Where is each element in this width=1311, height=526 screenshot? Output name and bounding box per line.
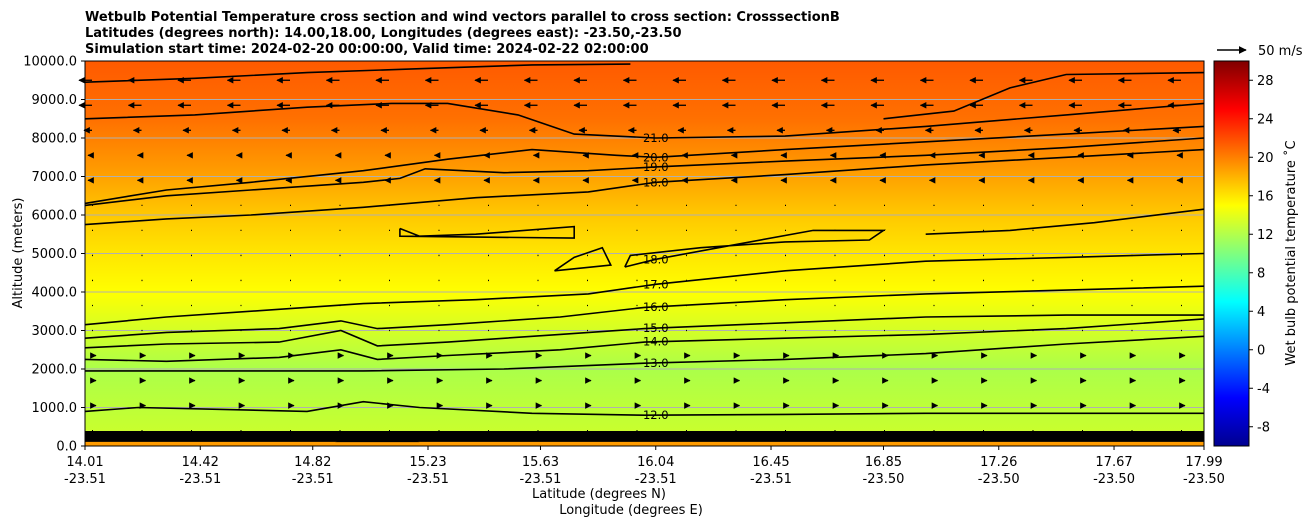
y-tick-label: 2000.0 (32, 363, 78, 378)
contour-line (84, 318, 1205, 363)
contour-label: 17.0 (643, 277, 669, 291)
y-tick-label: 10000.0 (23, 55, 77, 70)
colorbar-tick-label: 24 (1257, 112, 1274, 127)
reference-vector: 50 m/s (1217, 44, 1303, 59)
x-axis: 14.01 -23.51 14.42 -23.51 14.82 -23.51 15.23 -2… (64, 446, 1225, 487)
contour-line (399, 225, 575, 239)
contour-line (84, 148, 1205, 226)
x-axis-label-latitude: Latitude (degrees N) (532, 487, 666, 502)
y-tick-label: 8000.0 (32, 132, 78, 147)
contour-line (883, 71, 1205, 120)
colorbar-tick-label: 20 (1257, 151, 1274, 166)
colorbar-ticks: -8 -4 0 4 8 12 16 20 24 28 (1249, 74, 1274, 435)
colorbar-tick-label: 12 (1257, 228, 1274, 243)
contour-lines: 12.013.014.015.016.017.018.018.019.020.0… (84, 63, 1205, 443)
colorbar-tick-label: -4 (1257, 382, 1270, 397)
x-tick-label-latitude: 16.45 (752, 455, 789, 470)
contour-label: 13.0 (643, 356, 669, 370)
colorbar-label: Wet bulb potential temperature ˚C (1283, 140, 1299, 365)
contour-label: 18.0 (643, 252, 669, 266)
x-tick-label-longitude: -23.51 (520, 472, 562, 487)
contour-line (624, 229, 887, 268)
y-tick-label: 6000.0 (32, 209, 78, 224)
x-tick-label-latitude: 16.85 (865, 455, 902, 470)
colorbar: -8 -4 0 4 8 12 16 20 24 28 Wet bulb potential tem… (1213, 60, 1299, 447)
colorbar-tick-label: 16 (1257, 189, 1274, 204)
y-tick-label: 4000.0 (32, 286, 78, 301)
colorbar-tick-label: 28 (1257, 74, 1274, 89)
x-tick-label-longitude: -23.51 (64, 472, 106, 487)
contour-label: 14.0 (643, 335, 669, 349)
x-tick-label-longitude: -23.51 (750, 472, 792, 487)
x-tick-label-latitude: 17.67 (1095, 455, 1132, 470)
x-tick-label-latitude: 14.01 (66, 455, 103, 470)
x-tick-label-longitude: -23.51 (292, 472, 334, 487)
contour-line (84, 63, 631, 83)
x-tick-label-latitude: 15.23 (409, 455, 446, 470)
x-tick-label-longitude: -23.50 (978, 472, 1020, 487)
contour-label: 20.0 (643, 150, 669, 164)
x-tick-label-longitude: -23.50 (1183, 472, 1225, 487)
y-axis-label: Altitude (meters) (11, 198, 26, 309)
x-tick-label-longitude: -23.51 (635, 472, 677, 487)
x-axis-label-longitude: Longitude (degrees E) (559, 503, 703, 518)
colorbar-scale (1213, 60, 1250, 447)
contour-line (84, 102, 1205, 139)
x-tick-label-longitude: -23.51 (407, 472, 449, 487)
x-tick-label-latitude: 14.82 (294, 455, 331, 470)
x-tick-label-latitude: 15.63 (522, 455, 559, 470)
y-tick-label: 1000.0 (32, 401, 78, 416)
x-tick-label-longitude: -23.51 (179, 472, 221, 487)
colorbar-tick-label: 4 (1257, 305, 1265, 320)
surface-contour-bump (335, 434, 420, 443)
x-tick-label-latitude: 17.99 (1185, 455, 1222, 470)
x-tick-label-longitude: -23.50 (1093, 472, 1135, 487)
colorbar-tick-label: -8 (1257, 420, 1270, 435)
contour-label: 16.0 (643, 300, 669, 314)
reference-vector-label: 50 m/s (1258, 44, 1303, 59)
wind-vectors (78, 77, 1186, 432)
x-tick-label-latitude: 14.42 (182, 455, 219, 470)
contour-line (85, 335, 1205, 372)
contour-label: 12.0 (643, 408, 669, 422)
contour-label: 18.0 (643, 175, 669, 189)
contour-line (84, 285, 1205, 339)
title-line-2: Latitudes (degrees north): 14.00,18.00, … (85, 26, 682, 41)
contour-label: 19.0 (643, 160, 669, 174)
colorbar-tick-label: 0 (1257, 343, 1265, 358)
colorbar-tick-label: 8 (1257, 266, 1265, 281)
y-tick-label: 9000.0 (32, 93, 78, 108)
y-tick-label: 7000.0 (32, 170, 78, 185)
y-tick-label: 0.0 (56, 440, 77, 455)
contour-line (84, 125, 1205, 205)
contour-label: 15.0 (643, 321, 669, 335)
y-axis: 0.0 1000.0 2000.0 3000.0 4000.0 5000.0 6000.0 7… (23, 55, 85, 455)
contour-line (925, 208, 1205, 235)
y-tick-label: 5000.0 (32, 247, 78, 262)
contour-line (84, 314, 1204, 349)
x-tick-label-latitude: 17.26 (980, 455, 1017, 470)
x-tick-label-longitude: -23.50 (863, 472, 905, 487)
title-line-1: Wetbulb Potential Temperature cross sect… (85, 10, 840, 25)
contour-line (84, 400, 1204, 417)
contour-line (84, 252, 1205, 326)
y-tick-label: 3000.0 (32, 324, 78, 339)
chart-title: Wetbulb Potential Temperature cross sect… (85, 10, 840, 57)
contour-line (84, 137, 1205, 207)
plot-area: 12.013.014.015.016.017.018.018.019.020.0… (78, 60, 1205, 447)
x-tick-label-latitude: 16.04 (637, 455, 674, 470)
contour-line (554, 246, 613, 272)
title-line-3: Simulation start time: 2024-02-20 00:00:… (85, 42, 649, 57)
contour-label: 21.0 (643, 131, 669, 145)
